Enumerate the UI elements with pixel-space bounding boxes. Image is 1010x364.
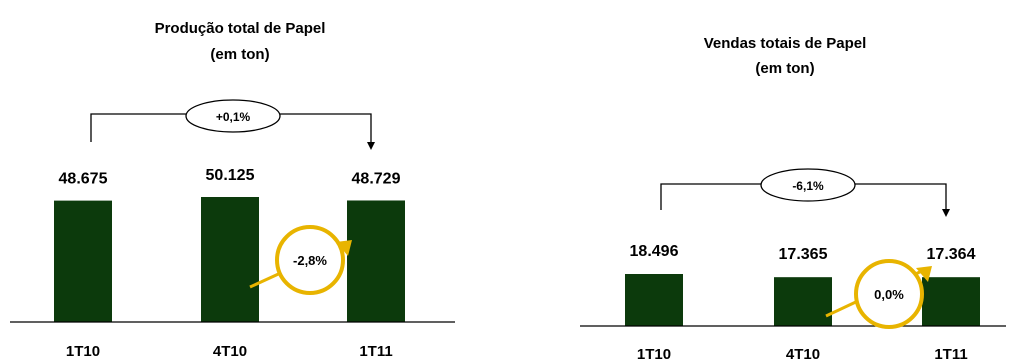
overall-change-oval	[760, 168, 856, 202]
overall-change-oval	[185, 99, 281, 133]
qoq-change-circle	[275, 225, 345, 295]
bar	[774, 277, 832, 326]
bar-value-label: 18.496	[630, 243, 679, 260]
chart-title: Vendas totais de Papel	[704, 35, 867, 52]
bar-value-label: 17.364	[927, 246, 976, 263]
bar-value-label: 48.675	[59, 171, 108, 188]
overall-change-label: +0,1%	[216, 110, 251, 124]
bracket-arrowhead	[367, 142, 375, 150]
qoq-change-circle	[854, 259, 924, 329]
category-label: 1T10	[637, 346, 671, 359]
qoq-arrowhead	[916, 266, 932, 282]
bracket-arrowhead	[942, 209, 950, 217]
category-label: 1T10	[66, 343, 100, 359]
bar	[201, 197, 259, 322]
qoq-change-label: -2,8%	[293, 253, 327, 268]
qoq-change-label: 0,0%	[874, 287, 904, 302]
bar-value-label: 48.729	[352, 170, 401, 187]
chart-subtitle: (em ton)	[755, 60, 814, 77]
category-label: 4T10	[213, 343, 247, 359]
category-label: 4T10	[786, 346, 820, 359]
bar-value-label: 17.365	[779, 246, 828, 263]
chart-title: Produção total de Papel	[155, 20, 326, 37]
chart-subtitle: (em ton)	[210, 46, 269, 63]
bar	[347, 200, 405, 322]
qoq-arrowhead	[336, 240, 352, 256]
bar	[625, 274, 683, 326]
overall-change-label: -6,1%	[792, 179, 824, 193]
category-label: 1T11	[359, 343, 392, 359]
bar	[922, 277, 980, 326]
category-label: 1T11	[934, 346, 967, 359]
bar	[54, 200, 112, 322]
bar-value-label: 50.125	[206, 167, 255, 184]
